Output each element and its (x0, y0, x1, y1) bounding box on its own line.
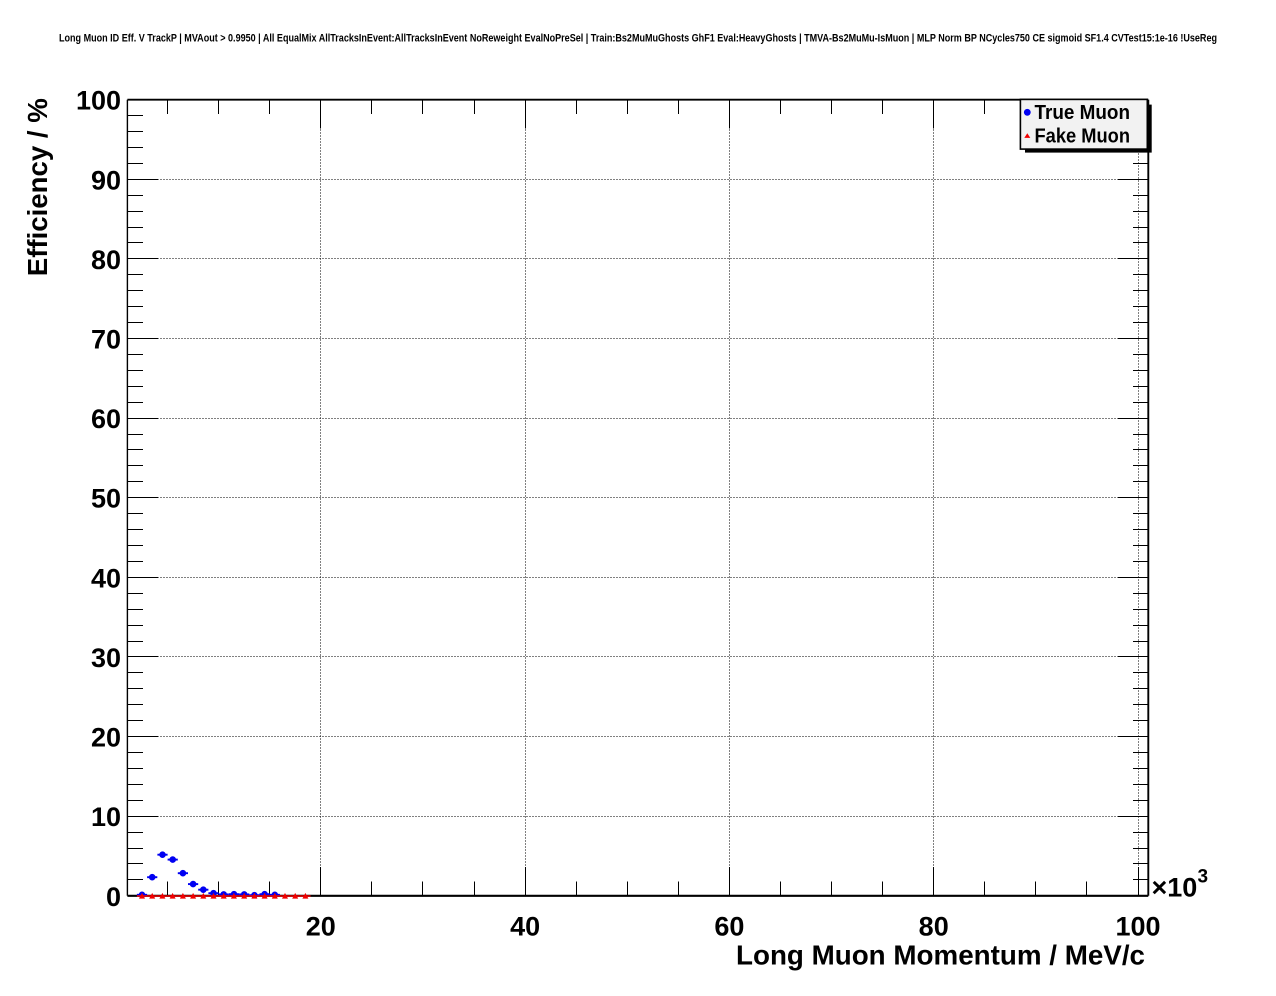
svg-text:40: 40 (510, 912, 540, 942)
svg-text:Long Muon ID Eff. V TrackP | M: Long Muon ID Eff. V TrackP | MVAout > 0.… (59, 33, 1217, 45)
svg-text:Efficiency / %: Efficiency / % (22, 98, 53, 276)
svg-text:100: 100 (1115, 912, 1160, 942)
svg-text:80: 80 (919, 912, 949, 942)
svg-text:70: 70 (91, 325, 121, 355)
svg-text:90: 90 (91, 165, 121, 195)
svg-text:0: 0 (106, 882, 121, 912)
svg-text:20: 20 (91, 723, 121, 753)
svg-text:20: 20 (306, 912, 336, 942)
svg-text:3: 3 (1198, 867, 1209, 888)
svg-text:40: 40 (91, 563, 121, 593)
svg-text:Fake Muon: Fake Muon (1035, 125, 1131, 148)
svg-text:50: 50 (91, 484, 121, 514)
svg-text:100: 100 (76, 86, 121, 116)
svg-text:80: 80 (91, 245, 121, 275)
svg-text:30: 30 (91, 643, 121, 673)
svg-text:True Muon: True Muon (1035, 101, 1131, 124)
svg-text:60: 60 (714, 912, 744, 942)
svg-text:10: 10 (91, 802, 121, 832)
svg-text:Long Muon Momentum / MeV/c: Long Muon Momentum / MeV/c (736, 940, 1145, 971)
svg-text:×10: ×10 (1152, 872, 1198, 902)
svg-text:60: 60 (91, 404, 121, 434)
